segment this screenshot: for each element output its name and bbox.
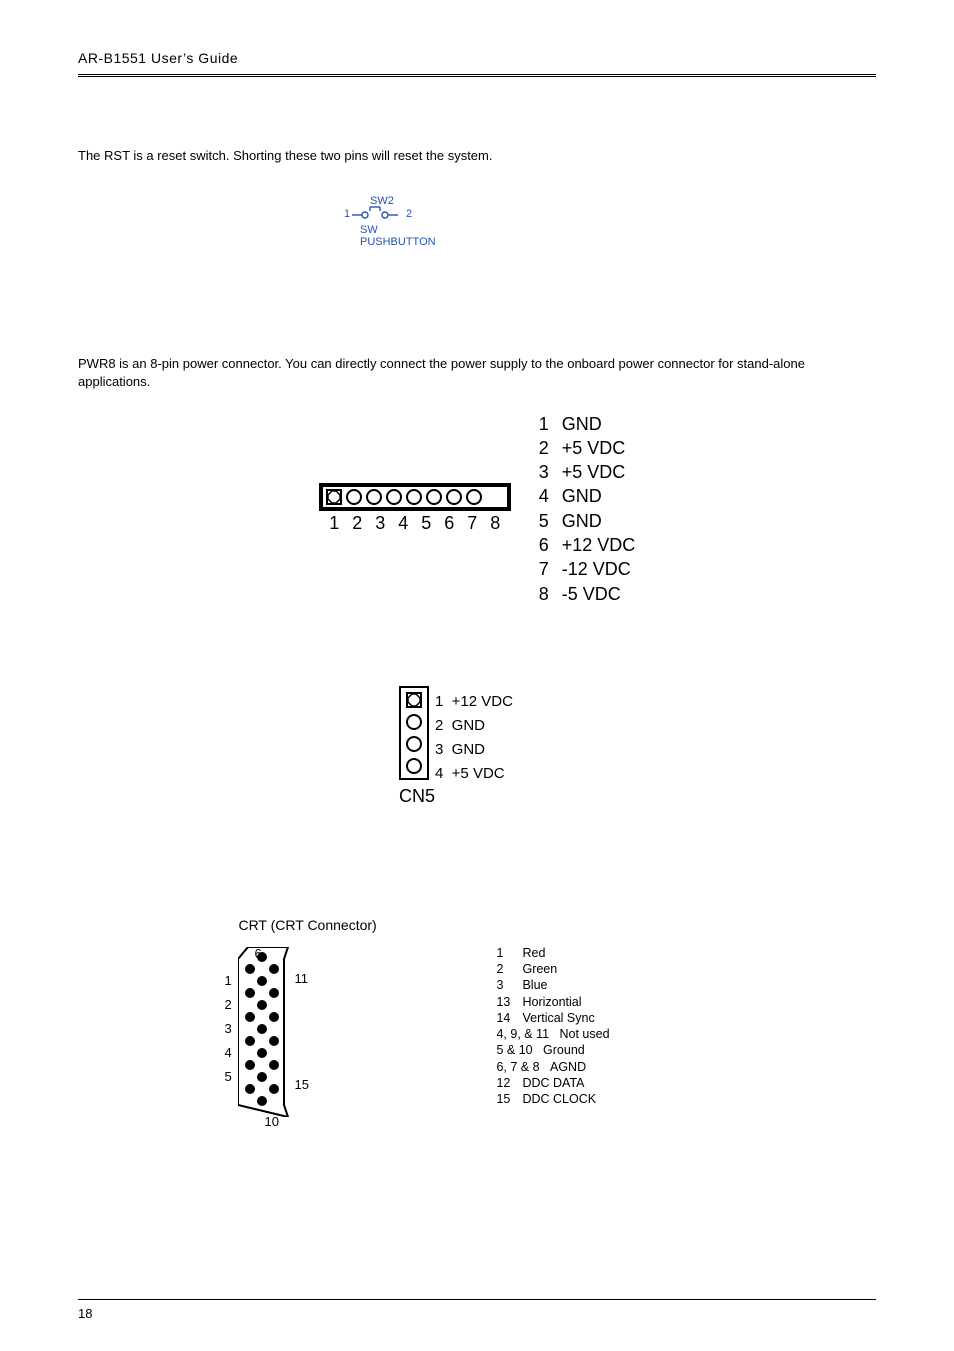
crt-num-10: 10 xyxy=(264,1114,278,1129)
cn5-caption: CN5 xyxy=(399,786,435,807)
page-header: AR-B1551 User’s Guide xyxy=(78,50,876,77)
pwr8-connector-diagram: 1 2 3 4 5 6 7 8 xyxy=(319,483,511,534)
crt-right-numbers: 11 15 xyxy=(294,967,308,1097)
pwr8-pin-7 xyxy=(446,489,462,505)
crt-left-numbers: 1 2 3 4 5 xyxy=(224,969,231,1089)
pwr8-pin-3 xyxy=(366,489,382,505)
pwr8-pin-2 xyxy=(346,489,362,505)
page-footer: 18 xyxy=(78,1299,876,1321)
sw2-diagram: SW2 1 2 SW PUSHBUTTON xyxy=(322,195,452,235)
cn5-pin-2 xyxy=(406,714,422,730)
pwr8-pin-8 xyxy=(466,489,482,505)
page-number: 18 xyxy=(78,1306,92,1321)
cn5-connector-diagram: 1 +12 VDC 2 GND 3 GND 4 +5 VDC CN5 xyxy=(399,686,435,807)
crt-connector-diagram: CRT (CRT Connector) 6 1 xyxy=(224,917,484,1129)
sw2-icon xyxy=(346,193,406,225)
pwr8-pin-4 xyxy=(386,489,402,505)
pwr8-pin-list: 1 GND 2 +5 VDC 3 +5 VDC 4 GND 5 GND 6 +1… xyxy=(539,412,636,606)
pwr8-number-row: 1 2 3 4 5 6 7 8 xyxy=(319,511,511,534)
sw2-label-bottom: SW PUSHBUTTON xyxy=(360,224,452,248)
cn5-pin-3 xyxy=(406,736,422,752)
pwr8-pin-1 xyxy=(326,489,342,505)
crt-legend: 1Red 2Green 3Blue 13Horizontial 14Vertic… xyxy=(496,945,609,1108)
crt-title: CRT (CRT Connector) xyxy=(238,917,484,933)
crt-shape-icon xyxy=(238,947,298,1117)
cn5-pin-labels: 1 +12 VDC 2 GND 3 GND 4 +5 VDC xyxy=(435,690,513,786)
pwr8-pin-5 xyxy=(406,489,422,505)
cn5-pin-4 xyxy=(406,758,422,774)
sw2-pin-2: 2 xyxy=(406,208,412,220)
rst-description: The RST is a reset switch. Shorting thes… xyxy=(78,147,876,165)
cn5-pin-1 xyxy=(406,692,422,708)
pwr8-description: PWR8 is an 8-pin power connector. You ca… xyxy=(78,355,876,391)
pwr8-pin-6 xyxy=(426,489,442,505)
